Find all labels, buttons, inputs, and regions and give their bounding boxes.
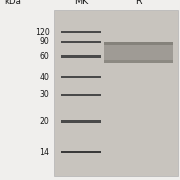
Text: R: R [135, 0, 142, 6]
Bar [54, 10, 178, 176]
Bar [61, 120, 101, 123]
Text: MK: MK [74, 0, 88, 6]
Bar [61, 151, 101, 153]
Text: kDa: kDa [4, 0, 21, 6]
Text: 14: 14 [39, 148, 50, 157]
Text: 20: 20 [40, 117, 50, 126]
Bar [61, 94, 101, 96]
Bar [104, 42, 173, 63]
Text: 40: 40 [40, 73, 50, 82]
Bar [61, 31, 101, 33]
Text: 90: 90 [40, 37, 50, 46]
Text: 120: 120 [35, 28, 50, 37]
Bar [61, 55, 101, 58]
Bar [61, 76, 101, 78]
Text: 60: 60 [40, 52, 50, 61]
Bar [61, 40, 101, 42]
Text: 30: 30 [40, 90, 50, 99]
Bar [104, 42, 173, 45]
Bar [104, 60, 173, 63]
